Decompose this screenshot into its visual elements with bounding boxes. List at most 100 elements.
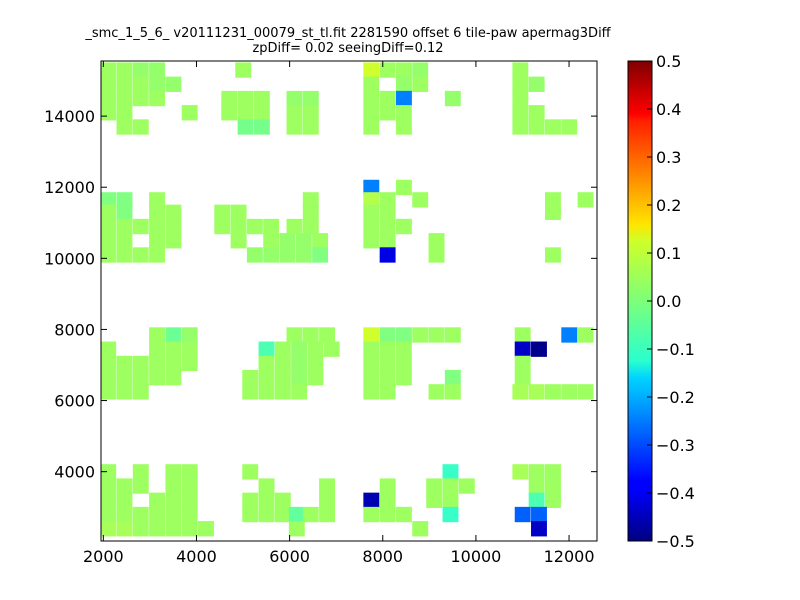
heatmap-cell xyxy=(514,506,531,523)
heatmap-cell xyxy=(291,341,308,357)
heatmap-cell xyxy=(363,218,380,235)
heatmap-cell xyxy=(442,492,459,508)
y-tick-label: 6000 xyxy=(54,392,95,411)
heatmap-cell xyxy=(577,192,594,208)
heatmap-cell xyxy=(512,119,529,135)
heatmap-cell xyxy=(101,341,117,357)
y-tick-label: 4000 xyxy=(54,463,95,482)
heatmap-cell xyxy=(545,492,561,508)
y-tick-label: 8000 xyxy=(54,320,95,339)
heatmap-cell xyxy=(101,464,117,480)
heatmap-cell xyxy=(379,62,396,78)
heatmap-cell xyxy=(149,521,166,537)
heatmap-cell xyxy=(379,478,396,494)
heatmap-cell xyxy=(577,384,594,400)
heatmap-cell xyxy=(395,369,412,386)
heatmap-cell xyxy=(379,247,396,263)
heatmap-cell xyxy=(242,369,259,386)
heatmap-cell xyxy=(291,369,308,386)
colorbar-tick-label: 0.2 xyxy=(656,196,681,215)
heatmap-cell xyxy=(116,76,133,92)
heatmap-cell xyxy=(363,355,380,372)
heatmap-cell xyxy=(363,105,380,121)
heatmap-cell xyxy=(426,492,443,508)
heatmap-cell xyxy=(531,521,547,537)
heatmap-cell xyxy=(395,90,412,107)
heatmap-cell xyxy=(242,464,259,480)
heatmap-cell xyxy=(442,478,459,494)
heatmap-cell xyxy=(545,478,561,494)
heatmap-cell xyxy=(165,76,182,92)
heatmap-cell xyxy=(181,105,198,121)
heatmap-cell xyxy=(237,119,254,135)
heatmap-cell xyxy=(165,204,182,220)
heatmap-cell xyxy=(428,233,445,249)
heatmap-cell xyxy=(116,369,133,386)
heatmap-cell xyxy=(230,218,247,235)
heatmap-cell xyxy=(545,247,561,263)
heatmap-cell xyxy=(379,233,396,249)
heatmap-cell xyxy=(149,247,166,263)
heatmap-cell xyxy=(561,119,578,135)
heatmap-cell xyxy=(181,355,198,372)
heatmap-cell xyxy=(274,369,291,386)
heatmap-cell xyxy=(286,327,303,343)
heatmap-cell xyxy=(279,233,296,249)
heatmap-cell xyxy=(363,492,380,508)
x-tick-label: 12000 xyxy=(544,547,595,566)
heatmap-cell xyxy=(165,521,182,537)
heatmap-cell xyxy=(263,218,280,235)
heatmap-cell xyxy=(149,506,166,523)
heatmap-cell xyxy=(442,506,459,523)
heatmap-cell xyxy=(302,506,319,523)
heatmap-cell xyxy=(379,105,396,121)
heatmap-cell xyxy=(395,506,412,523)
colorbar-axis: 0.5 0.4 0.3 0.2 0.1 0.0 −0.1 −0.2 −0.3 −0.4 −0.5 xyxy=(647,52,695,551)
heatmap-cell xyxy=(444,384,461,400)
heatmap-cell xyxy=(302,119,319,135)
heatmap-cell xyxy=(512,105,529,121)
heatmap-cell xyxy=(286,105,303,121)
heatmap-cell xyxy=(253,90,270,107)
heatmap-cell xyxy=(514,369,531,386)
heatmap-cell xyxy=(442,464,459,480)
heatmap-cell xyxy=(274,355,291,372)
heatmap-cell xyxy=(116,521,133,537)
heatmap-cell xyxy=(116,233,133,249)
heatmap-cell xyxy=(116,492,133,508)
heatmap-cell xyxy=(116,506,133,523)
heatmap-cell xyxy=(132,62,149,78)
heatmap-cell xyxy=(426,478,443,494)
colorbar-tick-label: −0.2 xyxy=(656,388,695,407)
heatmap-cell xyxy=(274,384,291,400)
heatmap-cell xyxy=(258,478,275,494)
colorbar-tick-label: −0.5 xyxy=(656,532,695,551)
heatmap-cell xyxy=(101,76,117,92)
heatmap-cell xyxy=(288,506,305,523)
heatmap-cell xyxy=(101,492,117,508)
heatmap-cell xyxy=(246,247,263,263)
heatmap-cell xyxy=(165,492,182,508)
y-tick-label: 14000 xyxy=(44,107,95,126)
heatmap-cell xyxy=(512,90,529,107)
heatmap-cell xyxy=(363,369,380,386)
heatmap-cell xyxy=(101,384,117,400)
heatmap-cell xyxy=(395,179,412,196)
heatmap-cell xyxy=(258,492,275,508)
heatmap-cell xyxy=(116,105,133,121)
heatmap-cell xyxy=(101,218,117,235)
heatmap-cell xyxy=(444,327,461,343)
heatmap-cell xyxy=(428,327,445,343)
heatmap-cell xyxy=(512,384,529,400)
heatmap-cell xyxy=(395,327,412,343)
heatmap-cell xyxy=(279,247,296,263)
heatmap-cell xyxy=(181,478,198,494)
heatmap-cell xyxy=(577,327,594,343)
heatmap-cell xyxy=(379,218,396,235)
heatmap-cell xyxy=(132,464,149,480)
heatmap-cell xyxy=(230,233,247,249)
heatmap-cell xyxy=(379,204,396,220)
x-tick-label: 6000 xyxy=(269,547,310,566)
heatmap-cell xyxy=(221,90,238,107)
heatmap-cell xyxy=(149,62,166,78)
